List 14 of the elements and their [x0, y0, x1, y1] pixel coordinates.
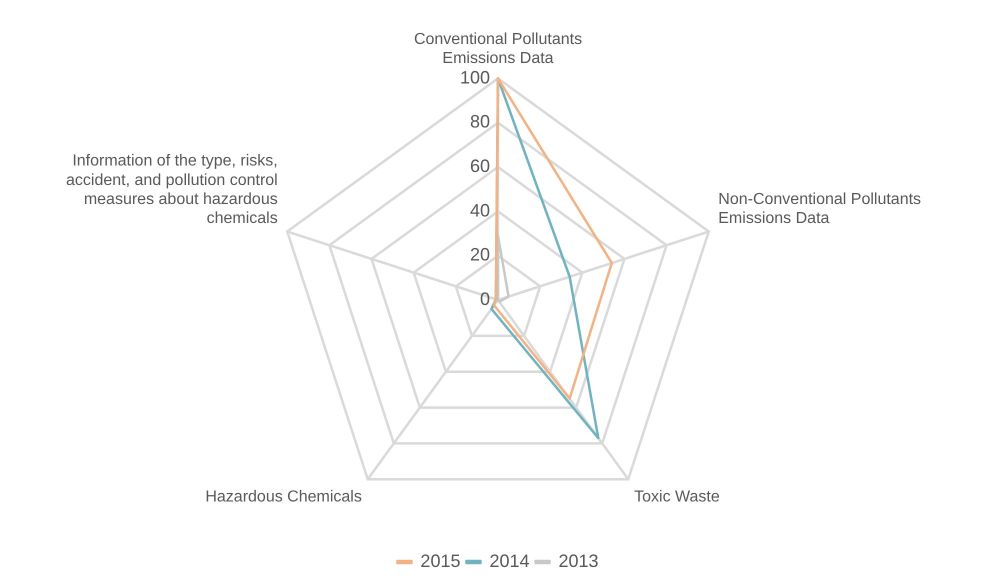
y-tick-label: 60 — [470, 156, 490, 176]
y-tick-label: 80 — [470, 112, 490, 132]
spoke-label: Non-Conventional Pollutants Emissions Data — [718, 191, 922, 228]
spoke-label: Hazardous Chemicals — [205, 488, 362, 506]
legend-label: 2014 — [489, 550, 530, 571]
spoke-label: Conventional Pollutants Emissions Data — [414, 31, 582, 68]
spoke-label: Information of the type, risks, accident, and pollution control measures about hazardous chemicals — [66, 152, 278, 228]
y-tick-label: 40 — [470, 200, 490, 220]
legend-label: 2015 — [420, 550, 460, 571]
spoke-label: Toxic Waste — [634, 488, 720, 506]
legend-label: 2013 — [558, 550, 599, 571]
y-tick-label: 0 — [480, 288, 490, 309]
y-tick-label: 100 — [460, 67, 490, 88]
y-tick-label: 20 — [470, 244, 490, 265]
